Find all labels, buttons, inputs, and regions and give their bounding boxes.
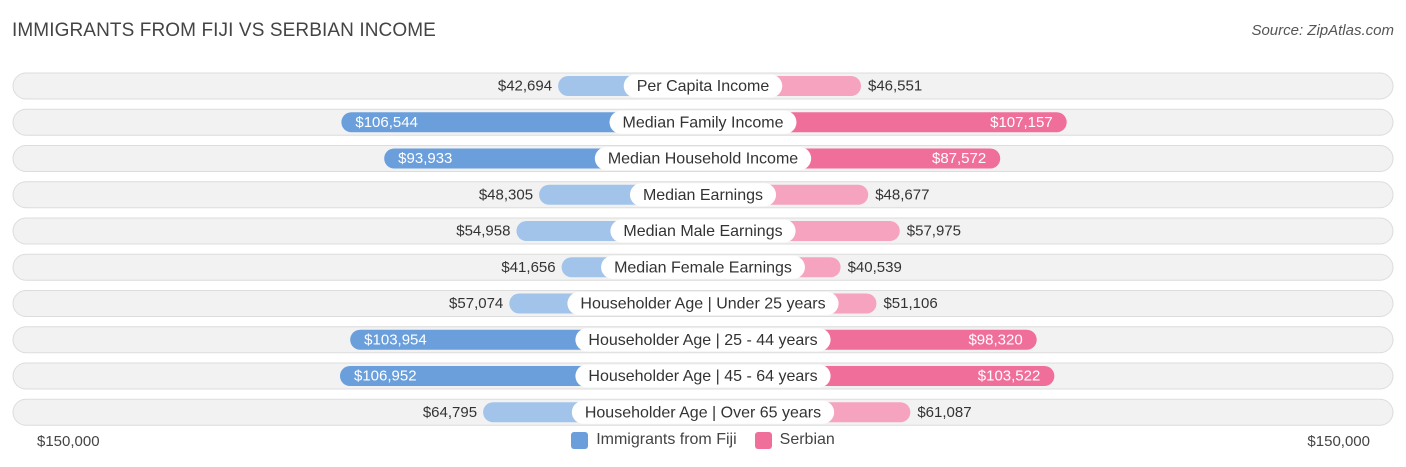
category-label: Householder Age | Under 25 years [580, 296, 825, 313]
serbian-value-label: $107,157 [990, 114, 1053, 131]
category-pill [623, 74, 783, 98]
category-label: Householder Age | 25 - 44 years [588, 332, 817, 349]
serbian-value-label: $40,539 [848, 259, 902, 276]
fiji-value-label: $41,656 [501, 259, 555, 276]
chart-title: IMMIGRANTS FROM FIJI VS SERBIAN INCOME [12, 20, 436, 41]
category-label: Median Male Earnings [623, 223, 782, 240]
fiji-value-label: $54,958 [456, 223, 510, 240]
serbian-value-label: $57,975 [907, 223, 961, 240]
serbian-value-label: $51,106 [883, 295, 937, 312]
source-label: Source: ZipAtlas.com [1251, 22, 1394, 39]
legend-label-fiji: Immigrants from Fiji [596, 431, 737, 448]
category-pill [575, 328, 831, 352]
legend-swatch-serbian [754, 431, 772, 449]
category-label: Median Earnings [643, 187, 763, 204]
category-label: Median Female Earnings [614, 259, 792, 276]
serbian-value-label: $87,572 [932, 150, 986, 167]
category-pill [571, 400, 835, 424]
category-pill [575, 364, 831, 388]
category-pill [629, 183, 777, 207]
category-label: Median Family Income [623, 114, 784, 131]
category-label: Per Capita Income [637, 78, 770, 95]
serbian-value-label: $61,087 [917, 404, 971, 421]
fiji-value-label: $106,544 [355, 114, 418, 131]
category-pill [601, 255, 805, 279]
fiji-value-label: $57,074 [449, 295, 503, 312]
category-pill [610, 219, 796, 243]
category-label: Householder Age | Over 65 years [585, 404, 821, 421]
category-pill [594, 147, 812, 170]
chart-svg: $42,694 $46,551 Per Capita Income $106,544 $… [12, 72, 1394, 426]
legend-item-fiji[interactable]: Immigrants from Fiji [571, 431, 737, 449]
category-label: Householder Age | 45 - 64 years [588, 368, 817, 385]
fiji-value-label: $93,933 [398, 150, 452, 167]
category-pill [567, 292, 839, 315]
serbian-value-label: $48,677 [875, 186, 929, 203]
fiji-value-label: $48,305 [479, 186, 533, 203]
category-label: Median Household Income [608, 151, 798, 168]
fiji-value-label: $42,694 [498, 78, 552, 95]
axis-right-label: $150,000 [1307, 433, 1370, 450]
axis-left-label: $150,000 [37, 433, 100, 450]
legend: Immigrants from Fiji Serbian [0, 431, 1406, 449]
fiji-value-label: $64,795 [423, 404, 477, 421]
legend-item-serbian[interactable]: Serbian [754, 431, 835, 449]
serbian-value-label: $103,522 [978, 368, 1041, 385]
fiji-value-label: $103,954 [364, 331, 427, 348]
serbian-value-label: $98,320 [968, 331, 1022, 348]
fiji-value-label: $106,952 [354, 368, 417, 385]
serbian-value-label: $46,551 [868, 78, 922, 95]
legend-swatch-fiji [571, 431, 589, 449]
legend-label-serbian: Serbian [779, 431, 835, 448]
category-pill [609, 110, 797, 134]
